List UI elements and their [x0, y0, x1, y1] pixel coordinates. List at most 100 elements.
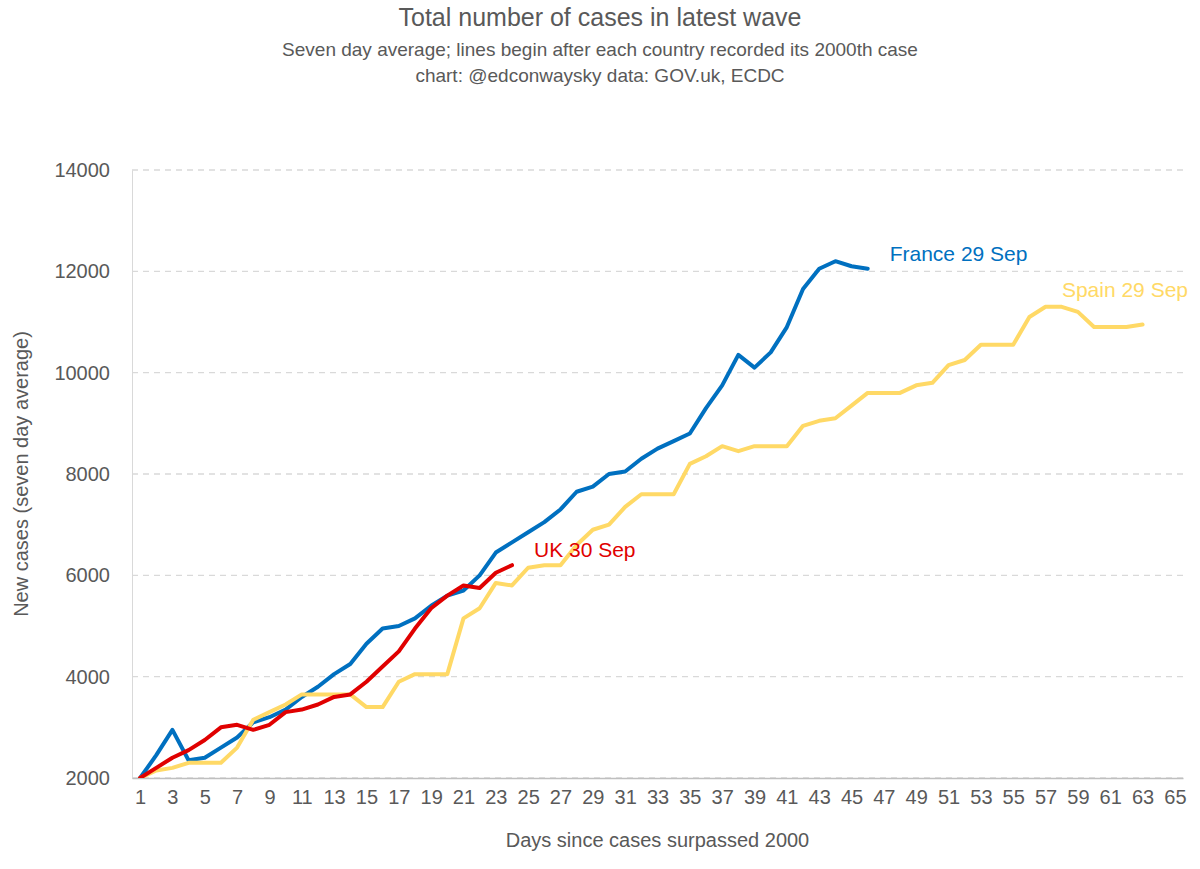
x-tick-label: 35: [679, 786, 701, 808]
x-tick: 19: [421, 778, 443, 808]
x-tick-label: 19: [421, 786, 443, 808]
x-tick: 47: [873, 778, 895, 808]
x-tick: 37: [712, 778, 734, 808]
x-tick-label: 31: [615, 786, 637, 808]
x-tick: 29: [582, 778, 604, 808]
chart: Total number of cases in latest wave Seve…: [0, 0, 1200, 869]
x-tick-label: 37: [712, 786, 734, 808]
x-tick-label: 65: [1164, 786, 1186, 808]
x-axis-title: Days since cases surpassed 2000: [506, 829, 810, 851]
x-tick: 21: [453, 778, 475, 808]
x-tick: 55: [1003, 778, 1025, 808]
x-tick: 3: [167, 778, 178, 808]
y-tick: 14000: [54, 159, 132, 181]
x-tick-label: 13: [323, 786, 345, 808]
y-tick-label: 10000: [54, 362, 110, 384]
subtitle: chart: @edconwaysky data: GOV.uk, ECDC: [415, 65, 784, 86]
x-tick-label: 23: [485, 786, 507, 808]
x-tick-label: 39: [744, 786, 766, 808]
grid-line: [132, 473, 1183, 474]
series-label: Spain 29 Sep: [1062, 278, 1188, 301]
y-tick-label: 4000: [66, 666, 111, 688]
x-tick-label: 47: [873, 786, 895, 808]
x-tick: 39: [744, 778, 766, 808]
x-tick-label: 5: [200, 786, 211, 808]
x-tick-label: 55: [1003, 786, 1025, 808]
x-tick-label: 51: [938, 786, 960, 808]
y-tick-label: 12000: [54, 260, 110, 282]
grid-line: [132, 372, 1183, 373]
y-tick: 4000: [66, 666, 133, 688]
x-tick: 43: [809, 778, 831, 808]
series-line: [140, 565, 512, 778]
x-tick: 13: [323, 778, 345, 808]
x-tick-label: 15: [356, 786, 378, 808]
x-tick-label: 53: [970, 786, 992, 808]
grid-line: [132, 271, 1183, 272]
x-tick: 57: [1035, 778, 1057, 808]
series-line: [140, 261, 868, 778]
x-tick: 31: [615, 778, 637, 808]
y-tick-label: 2000: [66, 767, 111, 789]
y-axis-title: New cases (seven day average): [10, 331, 32, 617]
x-tick-label: 41: [776, 786, 798, 808]
x-tick: 25: [518, 778, 540, 808]
x-tick: 35: [679, 778, 701, 808]
x-tick-label: 11: [292, 786, 313, 808]
x-tick-label: 45: [841, 786, 863, 808]
x-tick: 49: [906, 778, 928, 808]
x-tick-label: 1: [135, 786, 146, 808]
x-tick: 1: [135, 778, 146, 808]
x-tick: 63: [1132, 778, 1154, 808]
x-tick: 51: [938, 778, 960, 808]
y-tick: 10000: [54, 362, 132, 384]
x-tick: 17: [388, 778, 410, 808]
x-tick-label: 9: [264, 786, 275, 808]
x-tick: 45: [841, 778, 863, 808]
y-tick-label: 8000: [66, 463, 111, 485]
x-tick: 9: [264, 778, 275, 808]
y-tick: 6000: [66, 564, 133, 586]
x-tick-label: 63: [1132, 786, 1154, 808]
x-tick-label: 17: [388, 786, 410, 808]
grid: [132, 170, 1183, 778]
x-tick-label: 61: [1100, 786, 1122, 808]
x-axis: 1357911131517192123252729313335373941434…: [133, 778, 1187, 808]
x-tick-label: 33: [647, 786, 669, 808]
x-tick-label: 57: [1035, 786, 1057, 808]
x-tick-label: 27: [550, 786, 572, 808]
title: Total number of cases in latest wave: [399, 3, 802, 31]
x-tick-label: 3: [167, 786, 178, 808]
x-tick-label: 49: [906, 786, 928, 808]
x-tick: 65: [1164, 778, 1186, 808]
plot-area: [140, 261, 1142, 778]
x-tick-label: 29: [582, 786, 604, 808]
grid-line: [132, 575, 1183, 576]
y-tick: 8000: [66, 463, 133, 485]
x-tick: 33: [647, 778, 669, 808]
x-tick-label: 25: [518, 786, 540, 808]
y-axis-line: [132, 171, 133, 779]
y-tick: 12000: [54, 260, 132, 282]
y-tick-label: 14000: [54, 159, 110, 181]
series-label: UK 30 Sep: [534, 538, 636, 561]
x-tick: 11: [292, 778, 313, 808]
x-tick: 5: [200, 778, 211, 808]
x-tick: 23: [485, 778, 507, 808]
x-tick: 27: [550, 778, 572, 808]
x-axis-line: [133, 778, 1184, 780]
x-tick-label: 21: [453, 786, 475, 808]
subtitle: Seven day average; lines begin after eac…: [282, 39, 918, 60]
x-tick: 53: [970, 778, 992, 808]
x-tick: 41: [776, 778, 798, 808]
x-tick-label: 43: [809, 786, 831, 808]
grid-line: [132, 169, 1183, 170]
series-line: [140, 307, 1142, 778]
y-tick: 2000: [66, 767, 133, 789]
y-axis: 2000 4000 6000 8000 10000 12000 14000: [54, 159, 132, 789]
series-labels: France 29 SepSpain 29 SepUK 30 Sep: [534, 242, 1188, 561]
x-tick: 7: [232, 778, 243, 808]
x-tick: 61: [1100, 778, 1122, 808]
x-tick: 15: [356, 778, 378, 808]
x-tick-label: 7: [232, 786, 243, 808]
